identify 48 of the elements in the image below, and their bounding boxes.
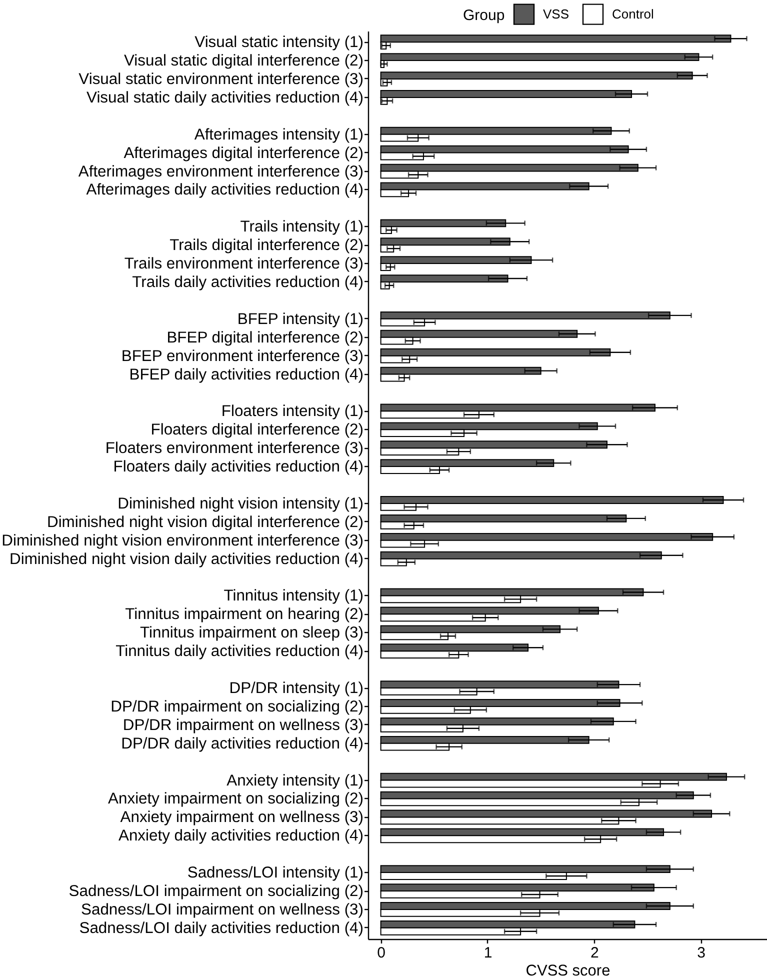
y-tick-label: Tinnitus intensity (1)	[224, 588, 364, 605]
y-tick-label: Afterimages digital interference (2)	[124, 144, 364, 162]
y-tick-label: BFEP daily activities reduction (4)	[129, 366, 364, 384]
y-tick-label: Trails digital interference (2)	[170, 237, 364, 254]
y-tick-label: BFEP digital interference (2)	[166, 329, 364, 346]
x-tick-label: 0	[377, 944, 386, 962]
legend-label: VSS	[543, 6, 570, 22]
y-tick-label: BFEP intensity (1)	[237, 310, 364, 328]
y-tick-label: Diminished night vision digital interference (2)	[46, 514, 364, 531]
x-tick-label: 3	[697, 944, 706, 962]
y-tick-label: Trails intensity (1)	[240, 218, 364, 236]
y-tick-label: Anxiety intensity (1)	[226, 772, 364, 790]
y-tick-label: Afterimages intensity (1)	[194, 126, 364, 144]
y-tick-label: Anxiety daily activities reduction (4)	[118, 828, 364, 845]
x-tick-label: 1	[484, 944, 492, 962]
y-tick-label: Anxiety impairment on socializing (2)	[108, 790, 364, 808]
y-tick-label: Trails environment interference (3)	[124, 256, 364, 273]
y-tick-label: Visual static digital interference (2)	[124, 52, 364, 70]
y-tick-label: DP/DR daily activities reduction (4)	[121, 735, 364, 752]
y-tick-label: Sadness/LOI impairment on wellness (3)	[81, 901, 364, 918]
y-tick-label: Diminished night vision intensity (1)	[118, 495, 364, 512]
legend-title: Group	[463, 7, 505, 24]
y-tick-label: DP/DR impairment on socializing (2)	[110, 698, 364, 716]
y-tick-label: Sadness/LOI daily activities reduction (4)	[79, 920, 364, 937]
y-tick-label: DP/DR impairment on wellness (3)	[122, 716, 364, 734]
y-tick-label: Floaters environment interference (3)	[105, 440, 364, 458]
y-tick-label: Tinnitus daily activities reduction (4)	[116, 643, 364, 660]
y-tick-label: Visual static environment interference (3)	[78, 70, 364, 88]
y-tick-label: Afterimages daily activities reduction (4)	[86, 182, 364, 199]
y-tick-label: Floaters intensity (1)	[221, 403, 364, 420]
y-tick-label: Sadness/LOI impairment on socializing (2)	[68, 883, 364, 900]
y-tick-label: Tinnitus impairment on hearing (2)	[125, 606, 364, 624]
legend-label: Control	[612, 6, 654, 22]
y-tick-label: BFEP environment interference (3)	[121, 348, 364, 365]
y-tick-label: Tinnitus impairment on sleep (3)	[140, 624, 364, 642]
y-tick-label: Afterimages environment interference (3)	[78, 163, 364, 180]
y-tick-label: DP/DR intensity (1)	[229, 680, 364, 698]
y-tick-label: Trails daily activities reduction (4)	[132, 274, 364, 291]
y-tick-label: Anxiety impairment on wellness (3)	[120, 809, 364, 826]
y-tick-label: Floaters daily activities reduction (4)	[113, 458, 364, 476]
y-tick-label: Sadness/LOI intensity (1)	[187, 864, 364, 882]
x-tick-label: 2	[590, 944, 599, 962]
x-axis-title: CVSS score	[526, 962, 610, 979]
y-tick-label: Diminished night vision environment interference (3)	[2, 532, 364, 550]
y-tick-label: Visual static daily activities reduction (4)	[86, 89, 364, 106]
y-tick-label: Visual static intensity (1)	[194, 34, 364, 52]
y-tick-label: Diminished night vision daily activities reduction (4)	[10, 550, 364, 568]
y-tick-label: Floaters digital interference (2)	[150, 422, 364, 439]
